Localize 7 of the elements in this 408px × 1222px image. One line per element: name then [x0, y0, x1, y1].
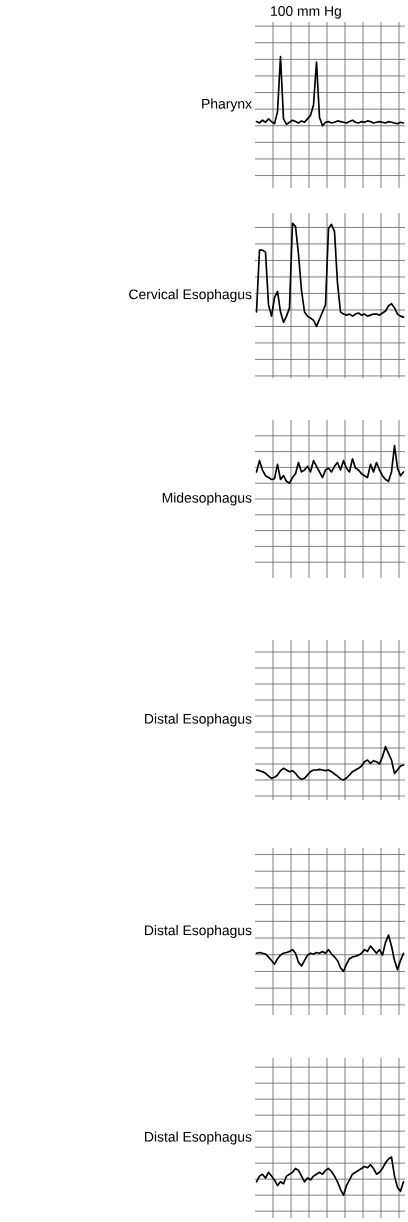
y-axis-title: Distal Esophagus — [145, 1131, 252, 1145]
y-axis-title: Midesophagus — [162, 492, 252, 506]
y-axis-title: Cervical Esophagus — [129, 289, 252, 302]
y-axis-title: Distal Esophagus — [145, 713, 252, 727]
y-axis-title: Pharynx — [202, 98, 252, 112]
text: 100 mm Hg — [271, 6, 341, 19]
y-axis-title: Distal Esophagus — [145, 925, 252, 938]
